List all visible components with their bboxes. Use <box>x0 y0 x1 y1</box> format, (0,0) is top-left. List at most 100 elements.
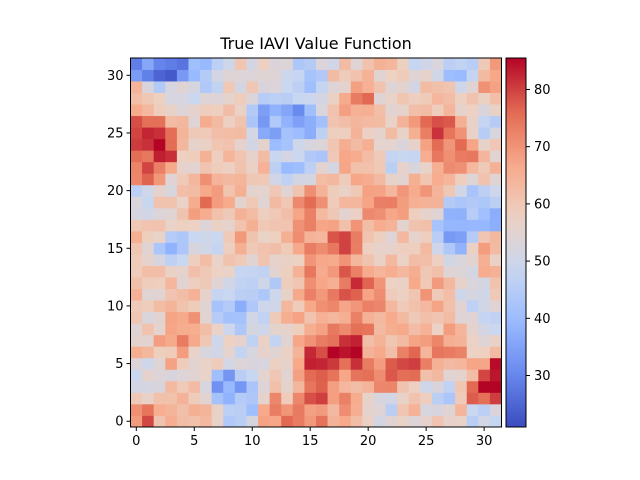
heatmap-cell <box>130 288 143 301</box>
heatmap-cell <box>397 150 410 163</box>
heatmap-cell <box>443 104 456 117</box>
heatmap-cell <box>339 323 352 336</box>
heatmap-cell <box>200 334 213 347</box>
heatmap-cell <box>350 161 363 174</box>
heatmap-cell <box>362 150 375 163</box>
heatmap-cell <box>478 196 491 209</box>
heatmap-cell <box>373 369 386 382</box>
heatmap-cell <box>153 346 166 359</box>
heatmap-cell <box>420 196 433 209</box>
heatmap-cell <box>408 207 421 220</box>
heatmap-cell <box>420 138 433 151</box>
heatmap-cell <box>350 380 363 393</box>
heatmap-cell <box>281 219 294 232</box>
heatmap-cell <box>176 346 189 359</box>
heatmap-cell <box>234 184 247 197</box>
heatmap-cell <box>176 138 189 151</box>
heatmap-cell <box>489 230 502 243</box>
heatmap-cell <box>176 150 189 163</box>
heatmap-cell <box>188 277 201 290</box>
heatmap-cell <box>153 265 166 278</box>
heatmap-cell <box>443 161 456 174</box>
heatmap-cell <box>176 230 189 243</box>
heatmap-cell <box>188 115 201 128</box>
heatmap-cell <box>292 173 305 186</box>
heatmap-cell <box>431 415 444 428</box>
heatmap-cell <box>466 265 479 278</box>
heatmap-cell <box>443 300 456 313</box>
heatmap-cell <box>292 81 305 93</box>
heatmap-cell <box>350 403 363 416</box>
heatmap-cell <box>246 346 259 359</box>
heatmap-cell <box>327 380 340 393</box>
heatmap-cell <box>258 415 271 428</box>
heatmap-cell <box>350 265 363 278</box>
heatmap-cell <box>223 288 236 301</box>
heatmap-cell <box>431 92 444 105</box>
heatmap-cell <box>478 115 491 128</box>
heatmap-cell <box>431 196 444 209</box>
heatmap-cell <box>281 173 294 186</box>
heatmap-cell <box>258 138 271 151</box>
heatmap-cell <box>431 288 444 301</box>
heatmap-cell <box>350 219 363 232</box>
heatmap-cell <box>455 115 468 128</box>
heatmap-cell <box>200 242 213 255</box>
heatmap-cell <box>455 380 468 393</box>
heatmap-cell <box>316 346 328 359</box>
heatmap-cell <box>234 219 247 232</box>
heatmap-cell <box>397 346 410 359</box>
heatmap-cell <box>142 161 155 174</box>
heatmap-cell <box>211 127 224 140</box>
heatmap-cell <box>292 380 305 393</box>
heatmap-cell <box>373 173 386 186</box>
heatmap-cell <box>142 311 155 324</box>
heatmap-cell <box>385 161 398 174</box>
heatmap-cell <box>478 288 491 301</box>
heatmap-cell <box>292 219 305 232</box>
heatmap-cell <box>176 300 189 313</box>
heatmap-cell <box>258 242 271 255</box>
y-tick-label: 25 <box>107 126 124 141</box>
heatmap-cell <box>339 58 352 70</box>
heatmap-cell <box>200 300 213 313</box>
heatmap-cell <box>142 323 155 336</box>
x-tick-label: 25 <box>418 434 435 449</box>
heatmap-cell <box>420 334 433 347</box>
heatmap-cell <box>397 138 410 151</box>
heatmap-cell <box>153 150 166 163</box>
heatmap-cell <box>304 207 317 220</box>
heatmap-cell <box>188 196 201 209</box>
heatmap-cell <box>292 334 305 347</box>
heatmap-cell <box>234 92 247 105</box>
heatmap-cell <box>373 380 386 393</box>
heatmap-cell <box>246 230 259 243</box>
heatmap-cell <box>281 92 294 105</box>
heatmap-cell <box>478 403 491 416</box>
heatmap-cell <box>246 173 259 186</box>
heatmap-cell <box>292 138 305 151</box>
heatmap-cell <box>489 81 502 93</box>
heatmap-cell <box>211 104 224 117</box>
heatmap-cell <box>246 265 259 278</box>
heatmap-cell <box>316 138 328 151</box>
heatmap-cell <box>443 288 456 301</box>
heatmap-cell <box>246 138 259 151</box>
heatmap-cell <box>281 380 294 393</box>
heatmap-cell <box>130 311 143 324</box>
heatmap-cell <box>362 173 375 186</box>
heatmap-cell <box>304 288 317 301</box>
heatmap-cell <box>397 334 410 347</box>
heatmap-cell <box>176 92 189 105</box>
heatmap-cell <box>373 150 386 163</box>
heatmap-cell <box>489 288 502 301</box>
heatmap-cell <box>431 357 444 370</box>
heatmap-cell <box>281 346 294 359</box>
heatmap-cell <box>397 127 410 140</box>
heatmap-cell <box>385 300 398 313</box>
heatmap-cell <box>466 288 479 301</box>
heatmap-cell <box>373 69 386 82</box>
heatmap-cell <box>200 380 213 393</box>
heatmap-cell <box>281 104 294 117</box>
heatmap-cell <box>176 173 189 186</box>
